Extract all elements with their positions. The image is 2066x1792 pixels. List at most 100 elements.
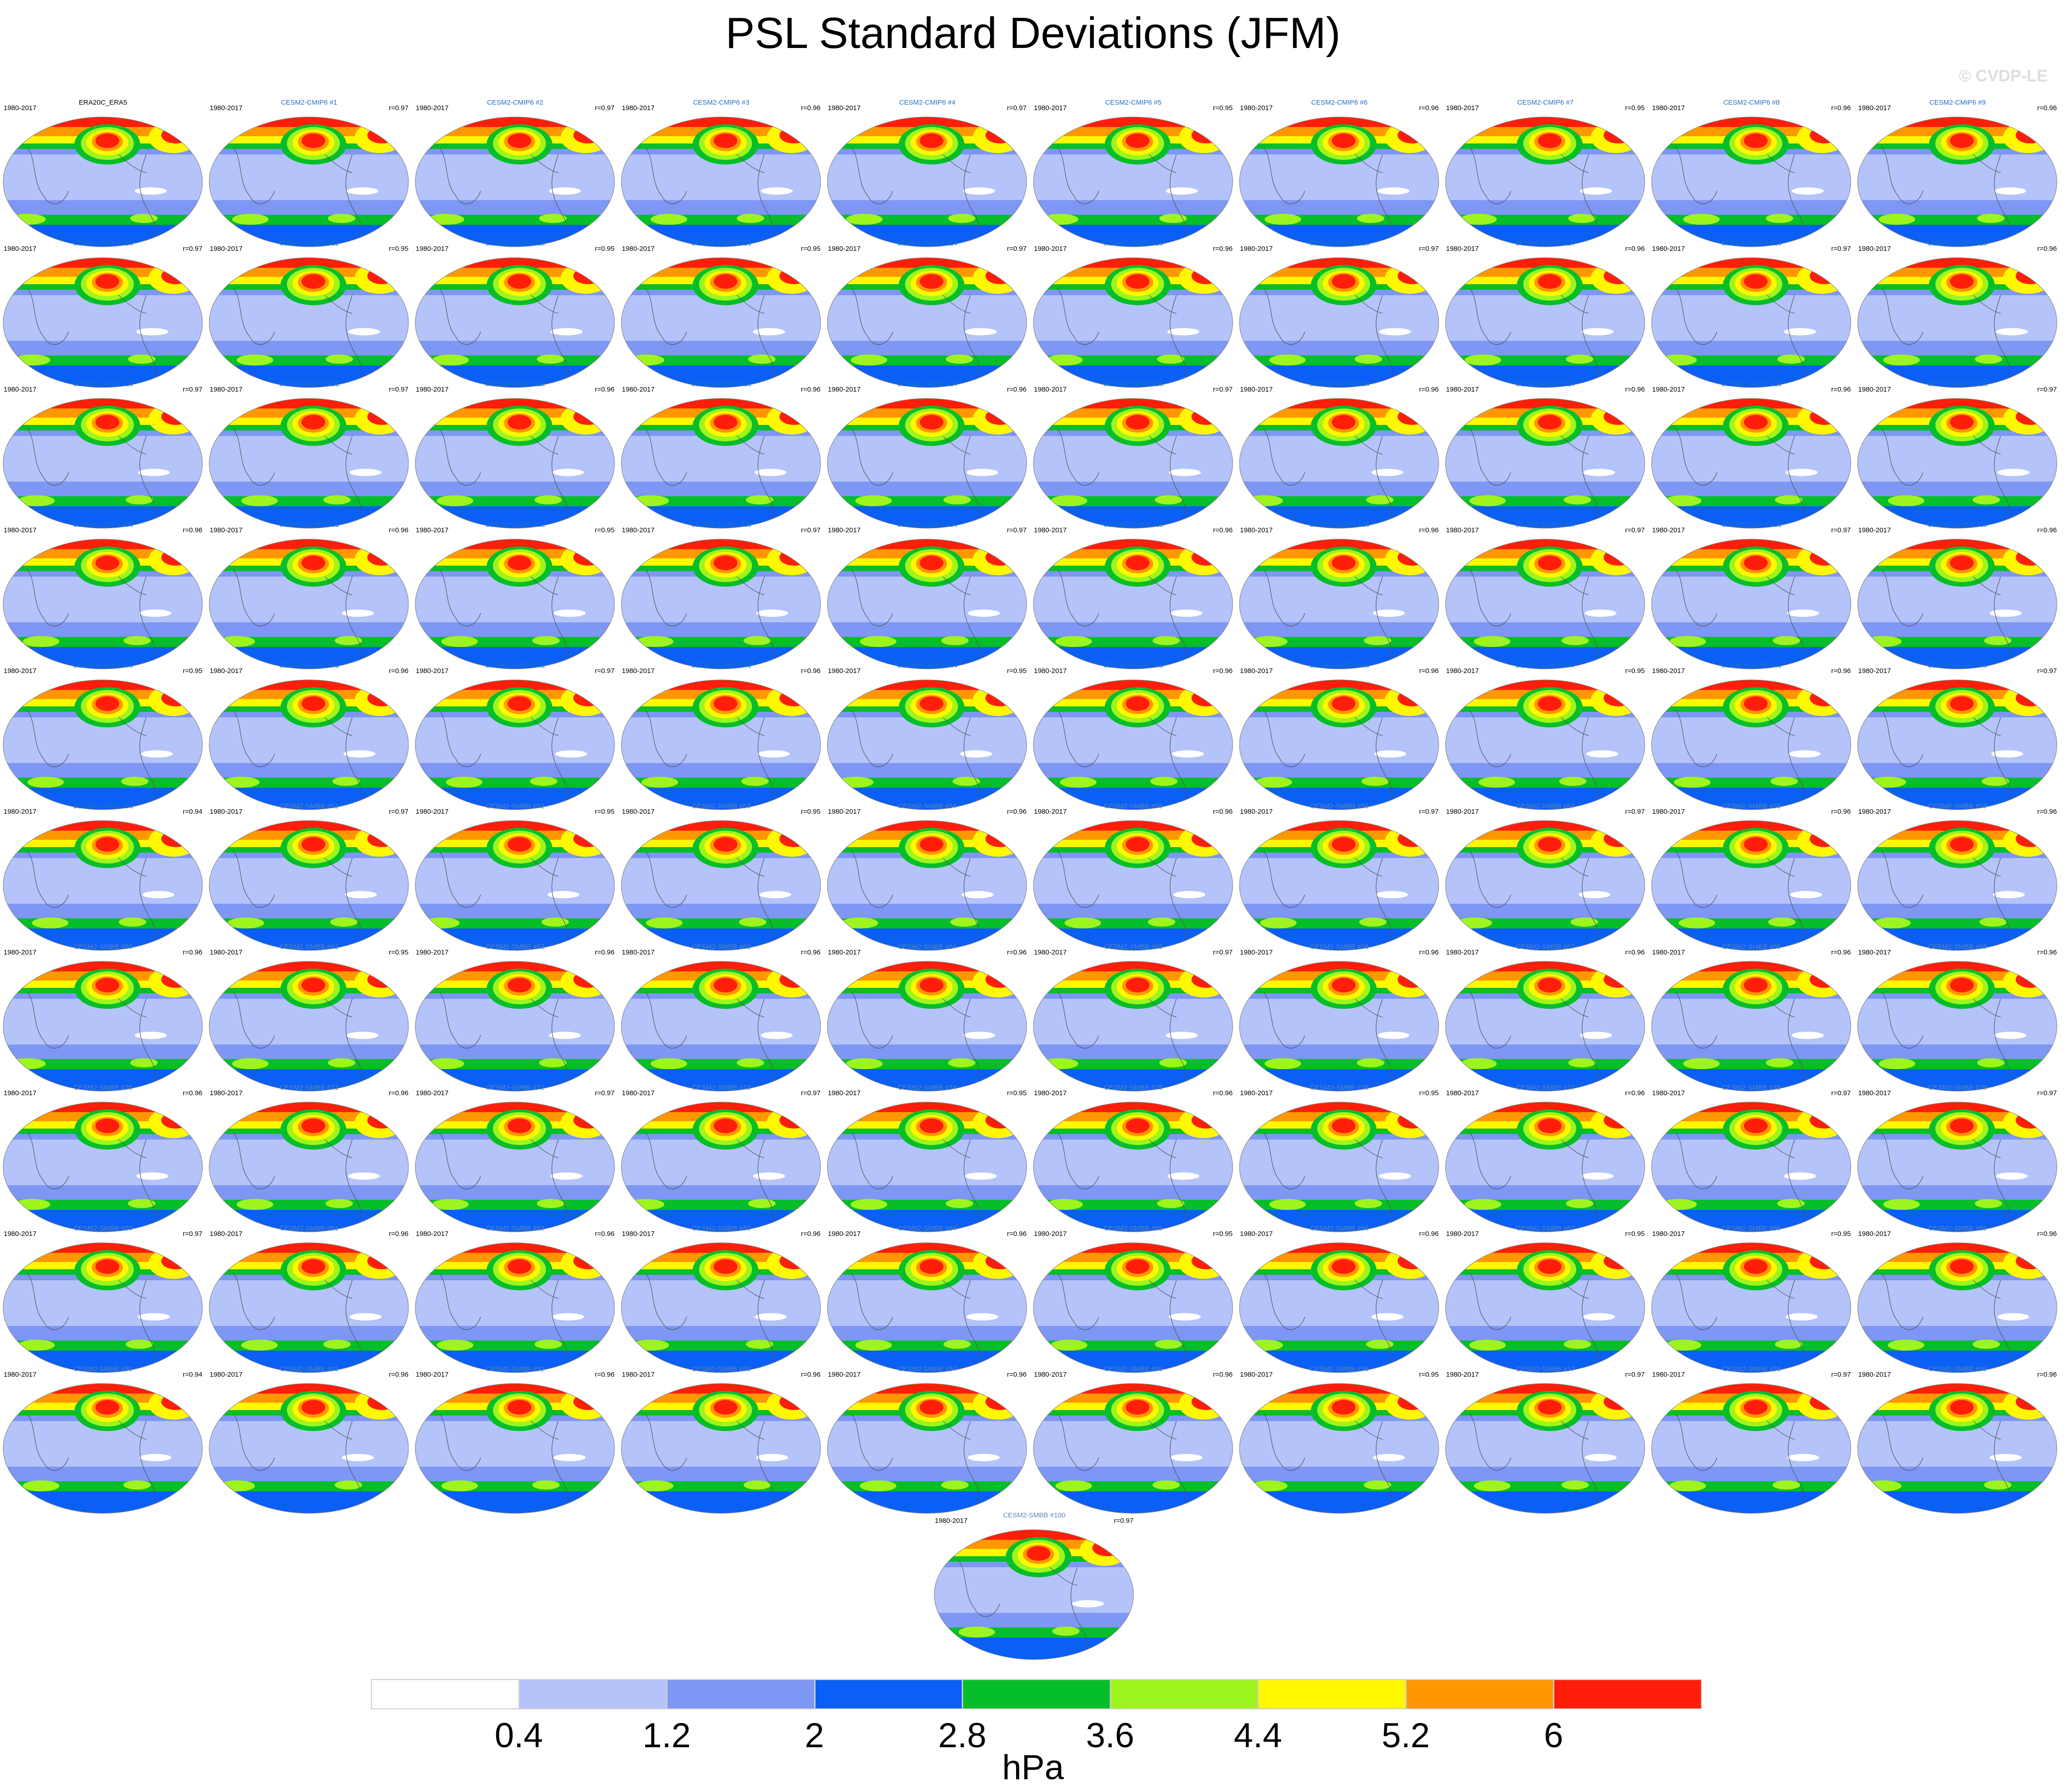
panel-period: 1980-2017: [828, 104, 861, 112]
panel-title: CESM2-SMBB #65: [1104, 943, 1163, 951]
map-panel: 1980-2017 CESM2-CMIP6 #30 r=0.96: [0, 521, 206, 673]
panel-correlation: r=0.97: [2037, 667, 2057, 675]
panel-title: CESM2-CMIP6 #18: [1721, 239, 1782, 247]
map-field: [209, 1384, 408, 1513]
map-panel: 1980-2017 CESM2-CMIP6 #39 r=0.96: [1854, 521, 2061, 673]
panel-period: 1980-2017: [1858, 386, 1891, 393]
panel-correlation: r=0.96: [1213, 667, 1233, 675]
map-field: [415, 539, 615, 669]
map-panel: 1980-2017 CESM2-SMBB #59 r=0.96: [1854, 802, 2061, 954]
panel-period: 1980-2017: [416, 245, 449, 253]
panel-title: CESM2-SMBB #64: [898, 943, 957, 951]
page-title: PSL Standard Deviations (JFM): [725, 9, 1341, 58]
panel-period: 1980-2017: [416, 1230, 449, 1238]
map-panel: 1980-2017 CESM2-CMIP6 #23 r=0.96: [618, 380, 824, 532]
panel-title: CESM2-SMBB #63: [692, 943, 751, 951]
panel-correlation: r=0.96: [1007, 949, 1027, 956]
panel-title: CESM2-SMBB #69: [1928, 943, 1987, 951]
map-field: [621, 1102, 821, 1232]
map-panel: 1980-2017 CESM2-CMIP6 #45 r=0.96: [1030, 662, 1236, 813]
map-panel: 1980-2017 CESM2-SMBB #73 r=0.97: [618, 1084, 824, 1235]
panel-correlation: r=0.97: [1114, 1517, 1134, 1525]
panel-correlation: r=0.95: [1007, 1089, 1027, 1097]
panel-title: CESM2-SMBB #71: [280, 1084, 339, 1092]
map-panel: 1980-2017 CESM2-SMBB #64 r=0.96: [824, 943, 1030, 1095]
panel-period: 1980-2017: [622, 386, 655, 393]
panel-period: 1980-2017: [1652, 949, 1685, 956]
panel-period: 1980-2017: [622, 1371, 655, 1378]
map-field: [827, 539, 1027, 669]
panel-period: 1980-2017: [416, 1089, 449, 1097]
panel-period: 1980-2017: [210, 386, 243, 393]
panel-period: 1980-2017: [1034, 1089, 1067, 1097]
panel-title: CESM2-CMIP6 #41: [279, 662, 339, 669]
panel-title: CESM2-CMIP6 #39: [1927, 521, 1988, 529]
map-panel: 1980-2017 CESM2-CMIP6 #42 r=0.97: [412, 662, 618, 813]
map-plot: [934, 1529, 1134, 1660]
panel-title: CESM2-SMBB #80: [74, 1225, 132, 1232]
panel-period: 1980-2017: [622, 104, 655, 112]
panel-period: 1980-2017: [622, 1230, 655, 1238]
panel-period: 1980-2017: [210, 245, 243, 253]
map-panel: 1980-2017 CESM2-SMBB #72 r=0.97: [412, 1084, 618, 1235]
panel-period: 1980-2017: [935, 1517, 968, 1525]
map-panel: 1980-2017 CESM2-SMBB #80 r=0.97: [0, 1225, 206, 1376]
panel-title: CESM2-SMBB #93: [692, 1365, 751, 1373]
colorbar-tick-label: 2: [805, 1716, 824, 1755]
panel-title: CESM2-SMBB #55: [1104, 802, 1163, 810]
panel-correlation: r=0.95: [1419, 1089, 1439, 1097]
map-plot: [621, 117, 821, 247]
panel-correlation: r=0.96: [1419, 526, 1439, 534]
panel-title: CESM2-SMBB #68: [1722, 943, 1781, 951]
map-panel: 1980-2017 CESM2-SMBB #61 r=0.95: [206, 943, 412, 1095]
panel-title: CESM2-CMIP6 #25: [1103, 380, 1164, 388]
panel-correlation: r=0.97: [1007, 245, 1027, 253]
panel-period: 1980-2017: [828, 949, 861, 956]
map-plot: [1239, 961, 1439, 1092]
map-panel: 1980-2017 CESM2-SMBB #62 r=0.96: [412, 943, 618, 1095]
map-panel: 1980-2017 CESM2-SMBB #82 r=0.96: [412, 1225, 618, 1376]
panel-period: 1980-2017: [1446, 949, 1479, 956]
panel-period: 1980-2017: [4, 1371, 37, 1378]
panel-title: CESM2-CMIP6 #44: [897, 662, 958, 669]
panel-title: CESM2-CMIP6 #7: [1517, 99, 1574, 106]
panel-correlation: r=0.95: [595, 808, 615, 816]
panel-title: CESM2-CMIP6 #26: [1309, 380, 1370, 388]
panel-correlation: r=0.97: [1625, 1371, 1645, 1378]
map-plot: [3, 1102, 203, 1232]
map-plot: [209, 1383, 409, 1514]
panel-correlation: r=0.96: [801, 104, 821, 112]
panel-title: CESM2-SMBB #99: [1928, 1365, 1987, 1373]
panel-correlation: r=0.96: [595, 1230, 615, 1238]
map-panel: 1980-2017 CESM2-CMIP6 #28 r=0.96: [1648, 380, 1854, 532]
map-plot: [1445, 1383, 1645, 1514]
colorbar-box: [1258, 1679, 1406, 1709]
panel-title: CESM2-SMBB #67: [1516, 943, 1575, 951]
map-plot: [1033, 117, 1233, 247]
colorbar-tick-label: 2.8: [938, 1716, 987, 1755]
map-plot: [209, 1242, 409, 1373]
panel-period: 1980-2017: [1446, 386, 1479, 393]
panel-period: 1980-2017: [1858, 1371, 1891, 1378]
map-panel: 1980-2017 CESM2-CMIP6 #44 r=0.95: [824, 662, 1030, 813]
panel-correlation: r=0.97: [389, 104, 408, 112]
panel-correlation: r=0.95: [183, 667, 202, 675]
map-panel: 1980-2017 CESM2-CMIP6 #8 r=0.96: [1648, 99, 1854, 250]
map-plot: [1445, 539, 1645, 669]
colorbar-tick-label: 3.6: [1086, 1716, 1134, 1755]
map-plot: [621, 820, 821, 951]
panel-title: CESM2-SMBB #62: [486, 943, 545, 951]
map-plot: [827, 679, 1027, 810]
panel-correlation: r=0.96: [801, 667, 821, 675]
panel-correlation: r=0.97: [1831, 526, 1851, 534]
map-panel: 1980-2017 CESM2-SMBB #84 r=0.96: [824, 1225, 1030, 1376]
map-plot: [1857, 820, 2057, 951]
panel-title: CESM2-CMIP6 #33: [691, 521, 752, 529]
map-panel: 1980-2017 CESM2-SMBB #67 r=0.96: [1442, 943, 1648, 1095]
panel-correlation: r=0.96: [1625, 386, 1645, 393]
panel-title: CESM2-CMIP6 #42: [485, 662, 546, 669]
map-plot: [209, 257, 409, 388]
colorbar-units: hPa: [1002, 1748, 1064, 1787]
panel-period: 1980-2017: [4, 808, 37, 816]
panel-title: ERA20C_ERA5: [79, 99, 127, 106]
